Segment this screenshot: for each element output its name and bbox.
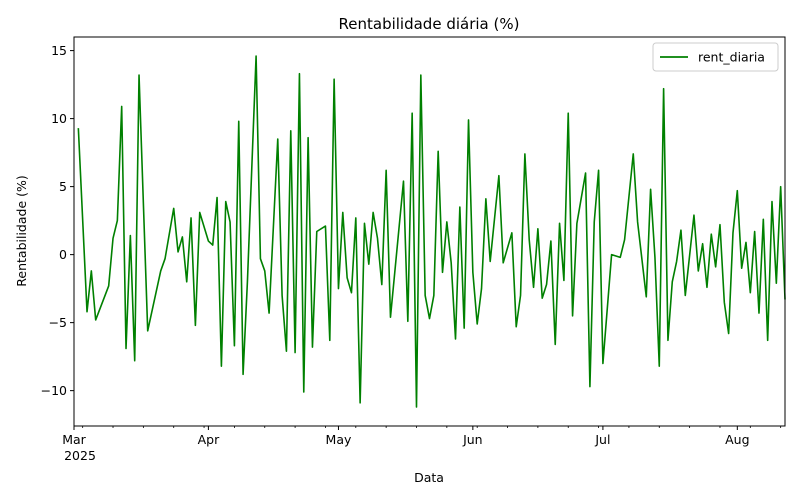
y-tick-label: 15 bbox=[51, 43, 67, 58]
x-tick-label: Jun bbox=[462, 432, 483, 447]
x-axis-label: Data bbox=[414, 470, 444, 485]
legend: rent_diaria bbox=[652, 42, 779, 72]
y-axis-label: Rentabilidade (%) bbox=[14, 175, 29, 286]
y-tick-label: 5 bbox=[59, 179, 67, 194]
y-tick-label: 10 bbox=[51, 111, 67, 126]
x-tick-label: May bbox=[326, 432, 352, 447]
series-layer bbox=[77, 55, 786, 408]
x-tick-label: Apr bbox=[198, 432, 220, 447]
legend-box bbox=[652, 42, 779, 72]
y-axis: 15 10 5 0 −5 −10 bbox=[41, 43, 74, 398]
x-tick-label: Aug bbox=[725, 432, 749, 447]
y-tick-label: −10 bbox=[41, 383, 67, 398]
y-tick-label: −5 bbox=[49, 315, 67, 330]
series-line-rent_diaria bbox=[77, 55, 786, 408]
axes-frame bbox=[73, 36, 786, 427]
legend-label: rent_diaria bbox=[698, 50, 765, 65]
chart-title: Rentabilidade diária (%) bbox=[339, 15, 520, 33]
x-tick-label: Jul bbox=[594, 432, 610, 447]
x-tick-year-label: 2025 bbox=[64, 448, 96, 463]
y-tick-label: 0 bbox=[59, 247, 67, 262]
plot-area bbox=[73, 36, 786, 427]
x-tick-label: Mar bbox=[62, 432, 86, 447]
